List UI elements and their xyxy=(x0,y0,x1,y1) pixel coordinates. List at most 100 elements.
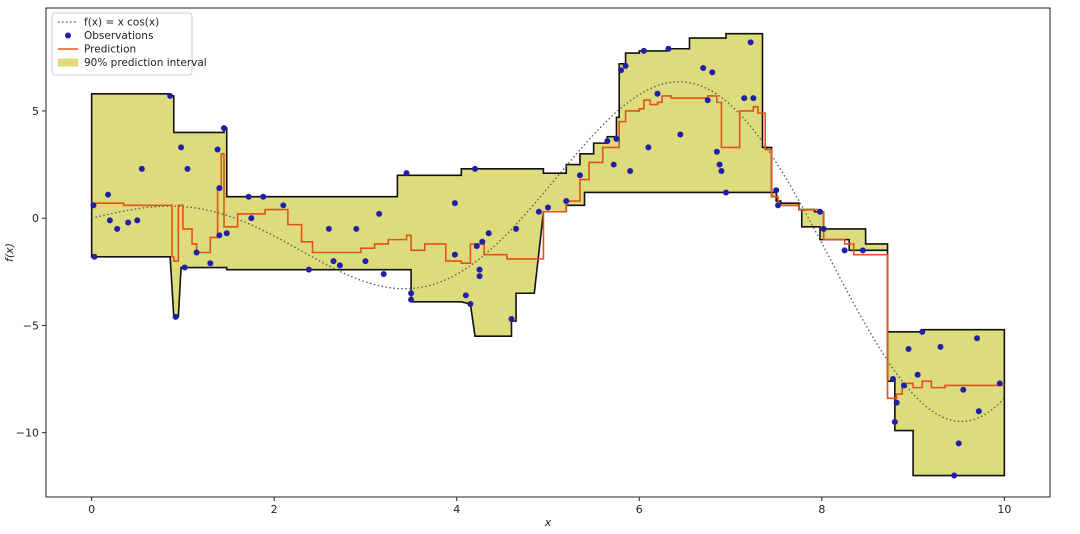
observation-point xyxy=(90,202,97,209)
observation-point xyxy=(462,292,469,299)
true-function-line xyxy=(91,81,1005,423)
observation-point xyxy=(485,230,492,237)
observation-point xyxy=(645,144,652,151)
observation-point xyxy=(709,69,716,76)
observation-point xyxy=(353,225,360,232)
observation-point xyxy=(741,95,748,102)
observation-point xyxy=(747,39,754,46)
observation-point xyxy=(996,380,1003,387)
observation-point xyxy=(479,238,486,245)
x-tick-label: 0 xyxy=(88,503,95,516)
observation-point xyxy=(677,131,684,138)
observation-point xyxy=(207,260,214,267)
x-tick-label: 4 xyxy=(453,503,460,516)
observation-point xyxy=(193,249,200,256)
plot-area xyxy=(90,32,1006,479)
observation-point xyxy=(718,168,725,174)
observation-point xyxy=(859,247,866,254)
observation-point xyxy=(216,185,223,192)
observation-point xyxy=(467,300,474,307)
observation-point xyxy=(476,266,483,273)
observation-point xyxy=(220,125,227,132)
observation-point xyxy=(750,95,757,102)
observation-point xyxy=(451,200,458,207)
observation-point xyxy=(622,62,629,69)
observation-point xyxy=(184,165,191,172)
legend-swatch-observations xyxy=(65,32,71,39)
observation-point xyxy=(816,208,823,215)
observation-point xyxy=(951,472,958,479)
legend-label: 90% prediction interval xyxy=(84,57,207,69)
observation-point xyxy=(223,230,230,237)
observation-point xyxy=(125,219,132,226)
observation-point xyxy=(914,371,921,378)
observation-point xyxy=(408,290,415,297)
observation-point xyxy=(975,408,982,415)
observation-point xyxy=(905,346,912,353)
y-axis-label: f(x) xyxy=(3,243,16,262)
y-tick-label: −10 xyxy=(16,427,39,440)
legend: f(x) = x cos(x)Observations Prediction90%… xyxy=(51,12,207,76)
legend-label: f(x) = x cos(x) xyxy=(84,17,159,29)
observation-point xyxy=(613,135,620,142)
observation-point xyxy=(700,65,707,72)
legend-swatch-interval xyxy=(58,58,78,67)
legend-label: Prediction xyxy=(84,44,136,56)
observation-point xyxy=(362,258,369,265)
observation-point xyxy=(891,418,898,425)
observation-point xyxy=(604,137,611,144)
y-tick-label: 0 xyxy=(32,212,39,225)
observation-point xyxy=(408,296,415,303)
observation-point xyxy=(820,225,827,232)
x-tick-label: 10 xyxy=(997,503,1011,516)
observation-point xyxy=(841,247,848,254)
observation-point xyxy=(451,251,458,258)
observation-point xyxy=(106,217,113,224)
legend-box xyxy=(51,12,193,76)
observation-point xyxy=(665,45,672,52)
observation-point xyxy=(216,232,223,239)
observation-point xyxy=(618,67,625,74)
y-tick-label: 5 xyxy=(32,105,39,118)
observation-point xyxy=(280,202,287,209)
observation-point xyxy=(973,335,980,342)
observation-point xyxy=(900,382,907,389)
observation-point xyxy=(181,264,188,271)
observation-point xyxy=(473,243,480,250)
observation-point xyxy=(890,376,897,383)
axis-ticks: 0 2 4 6 8 10 −10 −5 0 5 xyxy=(16,105,1012,516)
observation-point xyxy=(713,148,720,155)
observation-point xyxy=(893,399,900,406)
observation-point xyxy=(105,191,112,198)
observation-point xyxy=(330,258,337,265)
observation-point xyxy=(610,161,617,168)
observation-point xyxy=(722,189,729,196)
observation-point xyxy=(245,193,252,200)
observation-point xyxy=(960,386,967,393)
observation-point xyxy=(214,146,221,153)
observation-point xyxy=(508,315,515,322)
observation-point xyxy=(535,208,542,215)
observation-point xyxy=(305,266,312,273)
observation-point xyxy=(773,187,780,194)
observation-point xyxy=(775,202,782,209)
observation-point xyxy=(955,440,962,447)
observation-point xyxy=(91,253,98,260)
observation-point xyxy=(134,217,141,224)
observation-point xyxy=(704,97,711,104)
observation-point xyxy=(380,270,387,277)
y-tick-label: −5 xyxy=(23,319,39,332)
observation-point xyxy=(576,172,583,179)
axes-frame xyxy=(45,7,1051,498)
observation-point xyxy=(471,165,478,172)
observation-point xyxy=(545,204,551,211)
observation-point xyxy=(376,210,383,217)
observation-point xyxy=(178,144,185,151)
observation-point xyxy=(513,225,520,232)
observation-point xyxy=(563,198,570,205)
observation-point xyxy=(654,90,661,97)
observation-point xyxy=(919,328,926,335)
observation-point xyxy=(336,262,343,269)
observation-point xyxy=(248,215,255,222)
observation-point xyxy=(937,343,944,350)
